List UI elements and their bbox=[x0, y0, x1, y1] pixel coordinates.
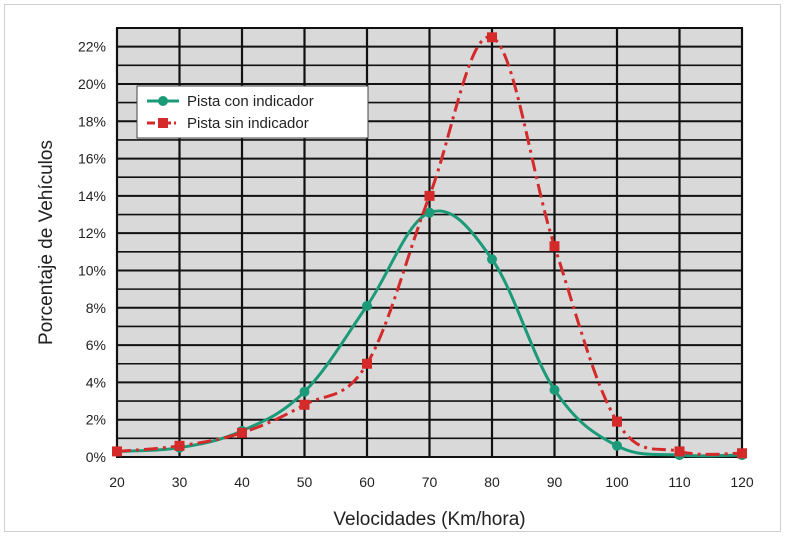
x-tick-label: 110 bbox=[668, 474, 691, 490]
y-tick-label: 0% bbox=[86, 449, 106, 465]
data-point bbox=[612, 416, 622, 427]
legend-label: Pista con indicador bbox=[187, 93, 314, 110]
data-point bbox=[362, 300, 372, 311]
y-tick-label: 14% bbox=[78, 188, 106, 204]
y-tick-label: 16% bbox=[78, 151, 106, 167]
y-tick-label: 20% bbox=[78, 76, 106, 92]
data-point bbox=[487, 32, 497, 43]
data-point bbox=[237, 427, 247, 438]
y-tick-label: 12% bbox=[78, 225, 106, 241]
y-tick-label: 6% bbox=[86, 337, 106, 353]
legend-label: Pista sin indicador bbox=[187, 115, 309, 132]
x-tick-label: 80 bbox=[484, 474, 500, 490]
data-point bbox=[424, 207, 435, 218]
data-point bbox=[549, 241, 560, 252]
legend: Pista con indicador Pista sin indicador bbox=[136, 85, 369, 139]
x-tick-label: 20 bbox=[109, 474, 125, 490]
data-point bbox=[299, 386, 310, 397]
x-tick-label: 50 bbox=[297, 474, 313, 490]
y-tick-labels: 0% 2% 4% 6% 8% 10% 12% 14% 16% 18% 20% 22% bbox=[78, 39, 106, 465]
legend-marker bbox=[158, 96, 168, 106]
y-tick-label: 2% bbox=[86, 412, 106, 428]
legend-marker bbox=[158, 118, 168, 128]
data-point bbox=[362, 358, 372, 369]
y-tick-label: 8% bbox=[86, 300, 106, 316]
legend-box bbox=[136, 85, 369, 139]
x-tick-label: 30 bbox=[172, 474, 188, 490]
x-axis-title: Velocidades (Km/hora) bbox=[333, 509, 525, 530]
x-tick-label: 60 bbox=[359, 474, 375, 490]
data-point bbox=[299, 399, 310, 410]
x-tick-label: 100 bbox=[605, 474, 629, 490]
y-tick-label: 18% bbox=[78, 113, 106, 129]
data-point bbox=[487, 254, 497, 265]
y-axis-title: Porcentaje de Vehículos bbox=[36, 140, 57, 345]
x-tick-label: 120 bbox=[730, 474, 754, 490]
data-point bbox=[174, 440, 185, 451]
data-point bbox=[737, 448, 747, 459]
data-point bbox=[612, 440, 622, 451]
x-tick-label: 90 bbox=[547, 474, 563, 490]
x-tick-labels: 20 30 40 50 60 70 80 90 100 110 120 bbox=[109, 474, 754, 490]
data-point bbox=[674, 446, 685, 457]
data-point bbox=[424, 190, 435, 201]
data-point bbox=[549, 384, 560, 395]
x-tick-label: 40 bbox=[234, 474, 250, 490]
y-tick-label: 10% bbox=[78, 262, 106, 278]
series-layer bbox=[112, 32, 747, 461]
x-tick-label: 70 bbox=[422, 474, 438, 490]
data-point bbox=[112, 446, 122, 457]
y-tick-label: 22% bbox=[78, 39, 106, 55]
y-tick-label: 4% bbox=[86, 374, 106, 390]
